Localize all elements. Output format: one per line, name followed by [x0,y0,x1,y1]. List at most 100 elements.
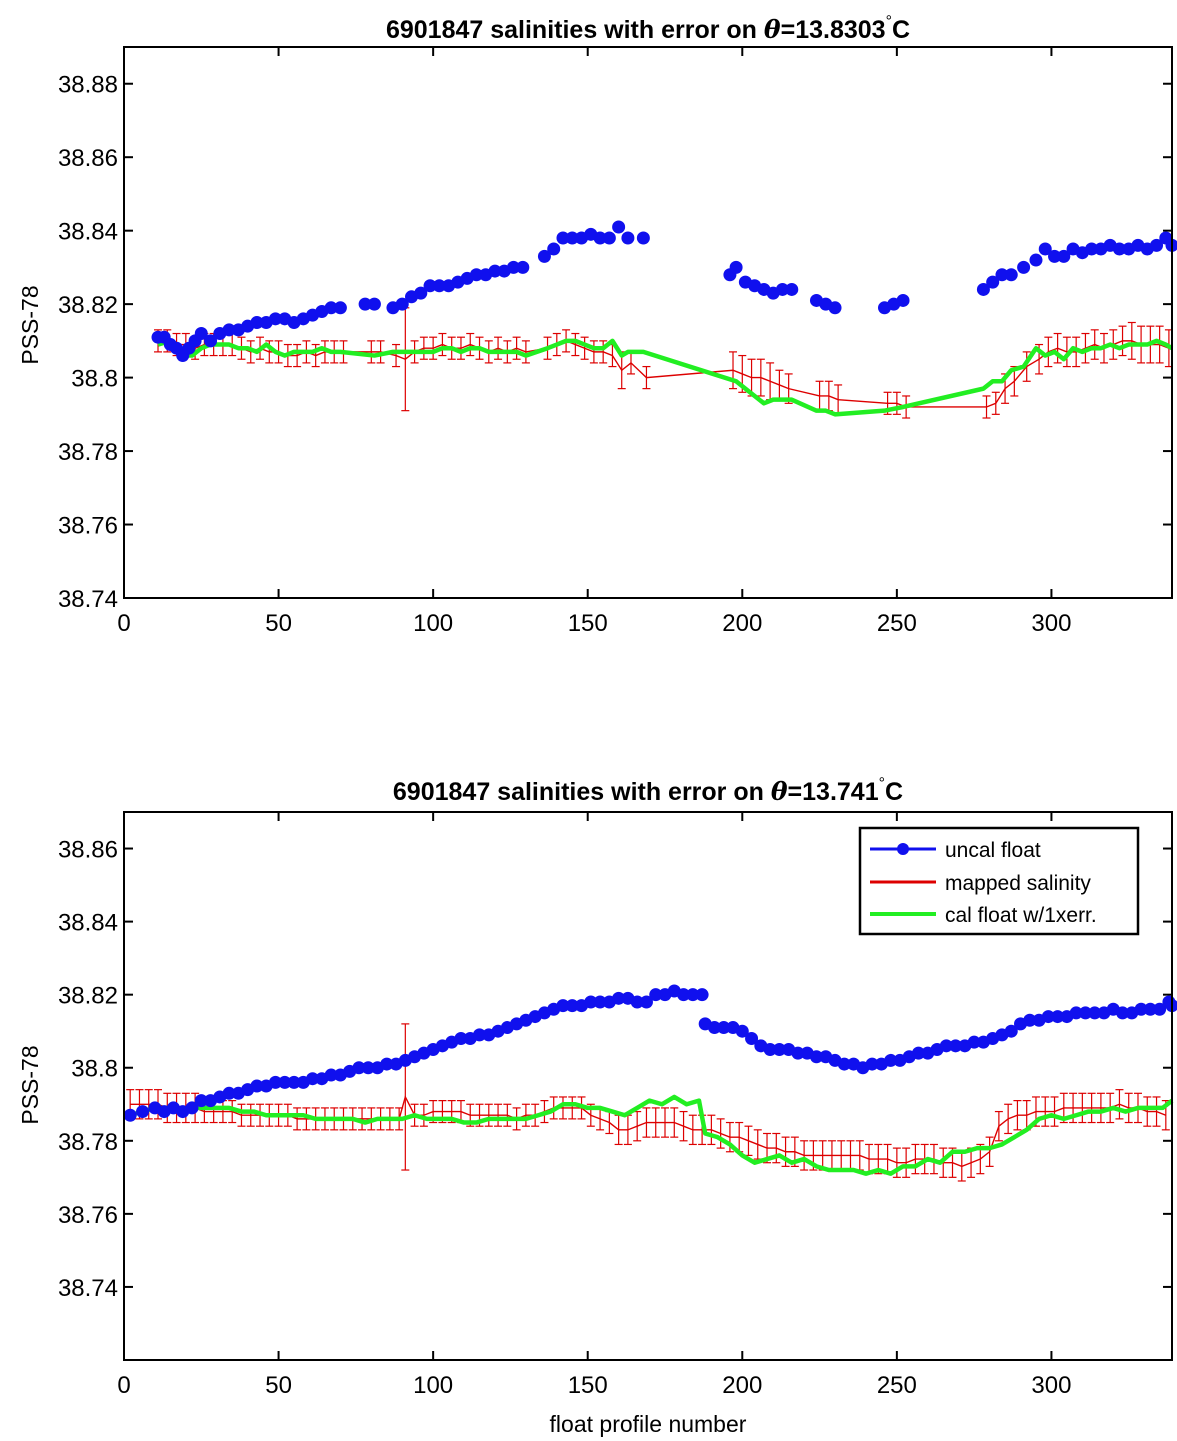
chart-top-uncal-float-point [828,301,842,315]
chart-bottom-uncal-float-point [1134,1002,1148,1016]
chart-bottom-title-degree: ° [879,775,885,792]
chart-bottom-xtick-label: 300 [1031,1372,1071,1399]
chart-top-title: 6901847 salinities with error on θ=13.83… [386,13,910,44]
chart-top-uncal-float-point [432,279,446,293]
chart-top-title-unit: C [892,16,910,44]
chart-bottom-uncal-float-markers [123,984,1177,1122]
chart-bottom-title-value: =13.741 [788,778,879,806]
chart-bottom-xtick-label: 250 [877,1372,917,1399]
legend-mapped-salinity-label: mapped salinity [945,872,1091,895]
chart-bottom-uncal-float-point [912,1046,926,1060]
chart-top-uncal-float-point [469,268,483,282]
chart-bottom-uncal-float-point [865,1057,879,1071]
chart-bottom: 6901847 salinities with error on θ=13.74… [17,775,1177,1437]
chart-bottom-uncal-float-point [1004,1024,1018,1038]
chart-top-uncal-float-point [1048,249,1062,263]
legend-cal-float-label: cal float w/1xerr. [945,904,1097,927]
chart-top-xtick-label: 50 [265,610,292,637]
chart-top-uncal-float-point [995,268,1009,282]
chart-bottom-uncal-float-point [949,1039,963,1053]
chart-bottom-uncal-float-point [639,995,653,1009]
chart-bottom-ytick-label: 38.8 [71,1056,118,1083]
chart-bottom-mapped-salinity-line [130,1095,1167,1168]
chart-top-uncal-float-point [1057,249,1071,263]
chart-top-uncal-float-point [268,312,282,326]
chart-bottom-uncal-float-point [185,1101,199,1115]
chart-top-uncal-float-point [785,282,799,296]
chart-bottom-uncal-float-point [278,1075,292,1089]
chart-top-xtick-label: 150 [568,610,608,637]
chart-bottom-uncal-float-point [584,995,598,1009]
chart-top-mapped-salinity-errorbars [154,307,1173,419]
chart-bottom-uncal-float-point [745,1032,759,1046]
chart-top-xtick-label: 250 [877,610,917,637]
chart-bottom-ytick-label: 38.74 [58,1275,118,1302]
chart-top-xtick-label: 300 [1031,610,1071,637]
chart-bottom-uncal-float-point [1051,1010,1065,1024]
chart-top-uncal-float-markers [151,220,1177,363]
chart-top-xtick-label: 0 [117,610,130,637]
chart-top-uncal-float-point [358,297,372,311]
chart-top-ytick-label: 38.78 [58,439,118,466]
chart-top-uncal-float-point [1029,253,1043,267]
chart-top-uncal-float-point [1017,260,1031,274]
chart-top-uncal-float-point [1004,268,1018,282]
chart-bottom-title-unit: C [885,778,903,806]
chart-top-uncal-float-point [1112,242,1126,256]
chart-bottom-ytick-label: 38.82 [58,983,118,1010]
chart-bottom-ytick-label: 38.76 [58,1202,118,1229]
chart-bottom-uncal-float-point [649,988,663,1002]
chart-bottom-uncal-float-point [306,1072,320,1086]
chart-bottom-uncal-float-point [1069,1006,1083,1020]
chart-bottom-xtick-label: 200 [722,1372,762,1399]
chart-bottom-uncal-float-point [884,1053,898,1067]
chart-top-uncal-float-point [565,231,579,245]
chart-top-uncal-float-point [556,231,570,245]
chart-top-y-ticks: 38.74 38.76 38.78 38.8 38.82 38.84 38.86 38.88 [58,72,1172,613]
chart-top-ytick-label: 38.76 [58,513,118,540]
chart-bottom-uncal-float-point [222,1086,236,1100]
chart-top-uncal-float-point [1038,242,1052,256]
chart-bottom-ytick-label: 38.78 [58,1129,118,1156]
chart-bottom-uncal-float-point [250,1079,264,1093]
chart-top-ytick-label: 38.86 [58,145,118,172]
chart-top-uncal-float-point [516,260,530,274]
chart-top-uncal-float-point [222,323,236,337]
chart-bottom-x-ticks: 0 50 100 150 200 250 300 [117,812,1071,1399]
chart-top-uncal-float-point [250,316,264,329]
chart-bottom-uncal-float-point [677,988,691,1002]
chart-bottom-uncal-float-point [772,1042,786,1056]
chart-bottom-uncal-float-point [1023,1013,1037,1027]
chart-bottom-uncal-float-point [1041,1010,1055,1024]
chart-bottom-xtick-label: 150 [568,1372,608,1399]
chart-top-title-degree: ° [886,13,892,30]
chart-bottom-uncal-float-point [809,1050,823,1064]
chart-bottom-uncal-float-point [967,1035,981,1049]
legend-uncal-float-label: uncal float [945,839,1041,862]
chart-top-xtick-label: 200 [722,610,762,637]
chart-top-uncal-float-point [414,286,428,300]
chart-bottom-uncal-float-point [735,1024,749,1038]
chart-top: 6901847 salinities with error on θ=13.83… [17,13,1177,637]
chart-bottom-ylabel: PSS-78 [17,1045,43,1124]
chart-bottom-uncal-float-point [556,999,570,1013]
chart-top-uncal-float-point [324,301,338,315]
chart-top-uncal-float-point [729,260,743,274]
chart-top-uncal-float-point [775,282,789,296]
chart-top-uncal-float-point [547,242,561,256]
chart-top-uncal-float-point [593,231,607,245]
legend-uncal-float-marker [897,843,909,855]
chart-top-ytick-label: 38.74 [58,586,118,613]
chart-top-uncal-float-point [602,231,616,245]
chart-bottom-uncal-float-point [593,995,607,1009]
chart-bottom-uncal-float-point [717,1021,731,1035]
chart-top-uncal-float-point [333,301,347,315]
chart-bottom-legend: uncal float mapped salinity cal float w/… [858,826,1140,936]
chart-top-uncal-float-point [423,279,437,293]
chart-top-uncal-float-point [612,220,626,234]
chart-top-cal-float-line [157,338,1174,417]
chart-bottom-xtick-label: 0 [117,1372,130,1399]
chart-top-uncal-float-point [395,297,409,311]
chart-top-uncal-float-point [636,231,650,245]
